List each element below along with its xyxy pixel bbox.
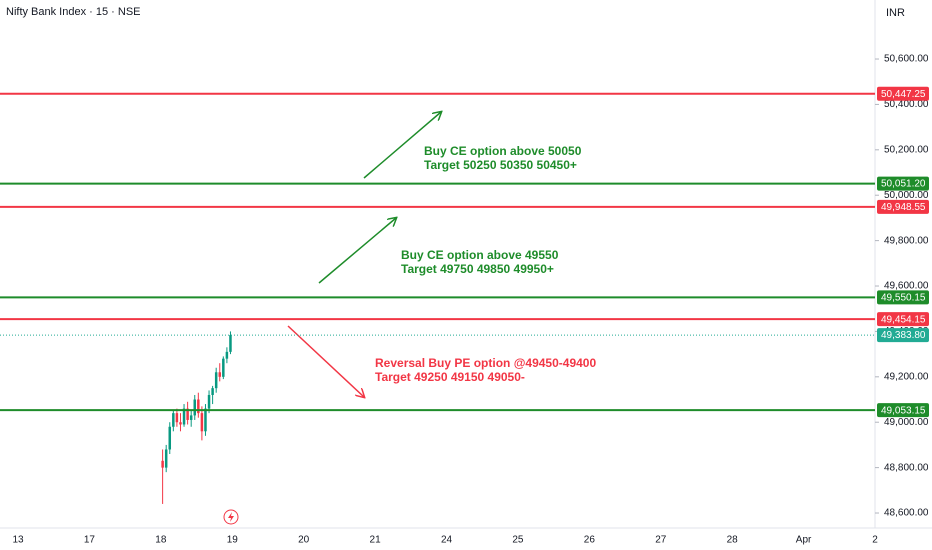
level-label: 49,053.15 (881, 405, 926, 416)
candle-body (168, 426, 172, 450)
x-tick-label: 13 (12, 535, 24, 546)
arrow (287, 325, 364, 397)
level-label-box (877, 403, 929, 418)
arrow (363, 112, 441, 179)
level-label: 49,454.15 (881, 314, 926, 325)
candle-body (164, 449, 168, 468)
x-tick-label: 26 (584, 535, 596, 546)
candle-body (214, 372, 218, 389)
level-label: 49,550.15 (881, 292, 926, 303)
candle-body (229, 335, 232, 352)
y-tick-label: 49,000.00 (884, 417, 929, 428)
candle-body (189, 415, 193, 420)
y-tick-label: 49,600.00 (884, 281, 929, 292)
annotation: Target 50250 50350 50450+ (424, 158, 577, 172)
y-tick-label: 50,000.00 (884, 190, 929, 201)
annotation: Reversal Buy PE option @49450-49400 (375, 356, 596, 370)
candle-body (197, 399, 200, 414)
candle-body (222, 358, 225, 377)
annotation: Buy CE option above 50050 (424, 144, 582, 158)
arrow (318, 218, 396, 284)
x-tick-label: 18 (155, 535, 167, 546)
x-tick-label: 24 (441, 535, 453, 546)
candle-body (175, 413, 179, 423)
annotation: Target 49250 49150 49050- (375, 370, 525, 384)
annotation: Target 49750 49850 49950+ (401, 262, 554, 276)
y-tick-label: 49,800.00 (884, 235, 929, 246)
candle-body (193, 399, 197, 416)
level-label-box (877, 86, 929, 101)
candle-body (207, 394, 211, 409)
last-price-box (877, 328, 929, 343)
y-tick-label: 50,400.00 (884, 99, 929, 110)
x-tick-label: 27 (655, 535, 667, 546)
x-tick-label: 17 (84, 535, 96, 546)
candle-body (204, 408, 207, 432)
x-tick-label: 21 (370, 535, 382, 546)
y-tick-label: 48,600.00 (884, 508, 929, 519)
candle-body (200, 413, 204, 432)
y-tick-label: 50,200.00 (884, 144, 929, 155)
candle-body (211, 388, 214, 395)
candle-body (225, 351, 229, 359)
level-label: 49,948.55 (881, 202, 926, 213)
candle-body (179, 422, 182, 425)
y-tick-label: 50,600.00 (884, 54, 929, 65)
event-bolt (228, 512, 234, 522)
candle-body (182, 408, 186, 425)
event-icon[interactable] (223, 509, 239, 525)
y-tick-label: 48,800.00 (884, 462, 929, 473)
x-tick-label: 28 (727, 535, 739, 546)
x-tick-label: 20 (298, 535, 310, 546)
x-tick-label: 25 (512, 535, 524, 546)
last-price-label: 49,383.80 (881, 330, 926, 341)
candle-body (161, 460, 164, 468)
level-label-box (877, 290, 929, 305)
level-label: 50,051.20 (881, 179, 926, 190)
x-tick-label: 2 (872, 535, 878, 546)
currency: INR (886, 7, 905, 19)
x-tick-label: 19 (227, 535, 239, 546)
candle-body (186, 408, 189, 420)
y-tick-label: 49,200.00 (884, 371, 929, 382)
level-label-box (877, 312, 929, 327)
chart-title: Nifty Bank Index · 15 · NSE (6, 6, 141, 18)
candle-body (218, 372, 222, 377)
level-label-box (877, 199, 929, 214)
level-label: 50,447.25 (881, 89, 926, 100)
candle-body (172, 413, 175, 427)
x-tick-label: Apr (796, 535, 812, 546)
level-label-box (877, 176, 929, 191)
annotation: Buy CE option above 49550 (401, 248, 559, 262)
